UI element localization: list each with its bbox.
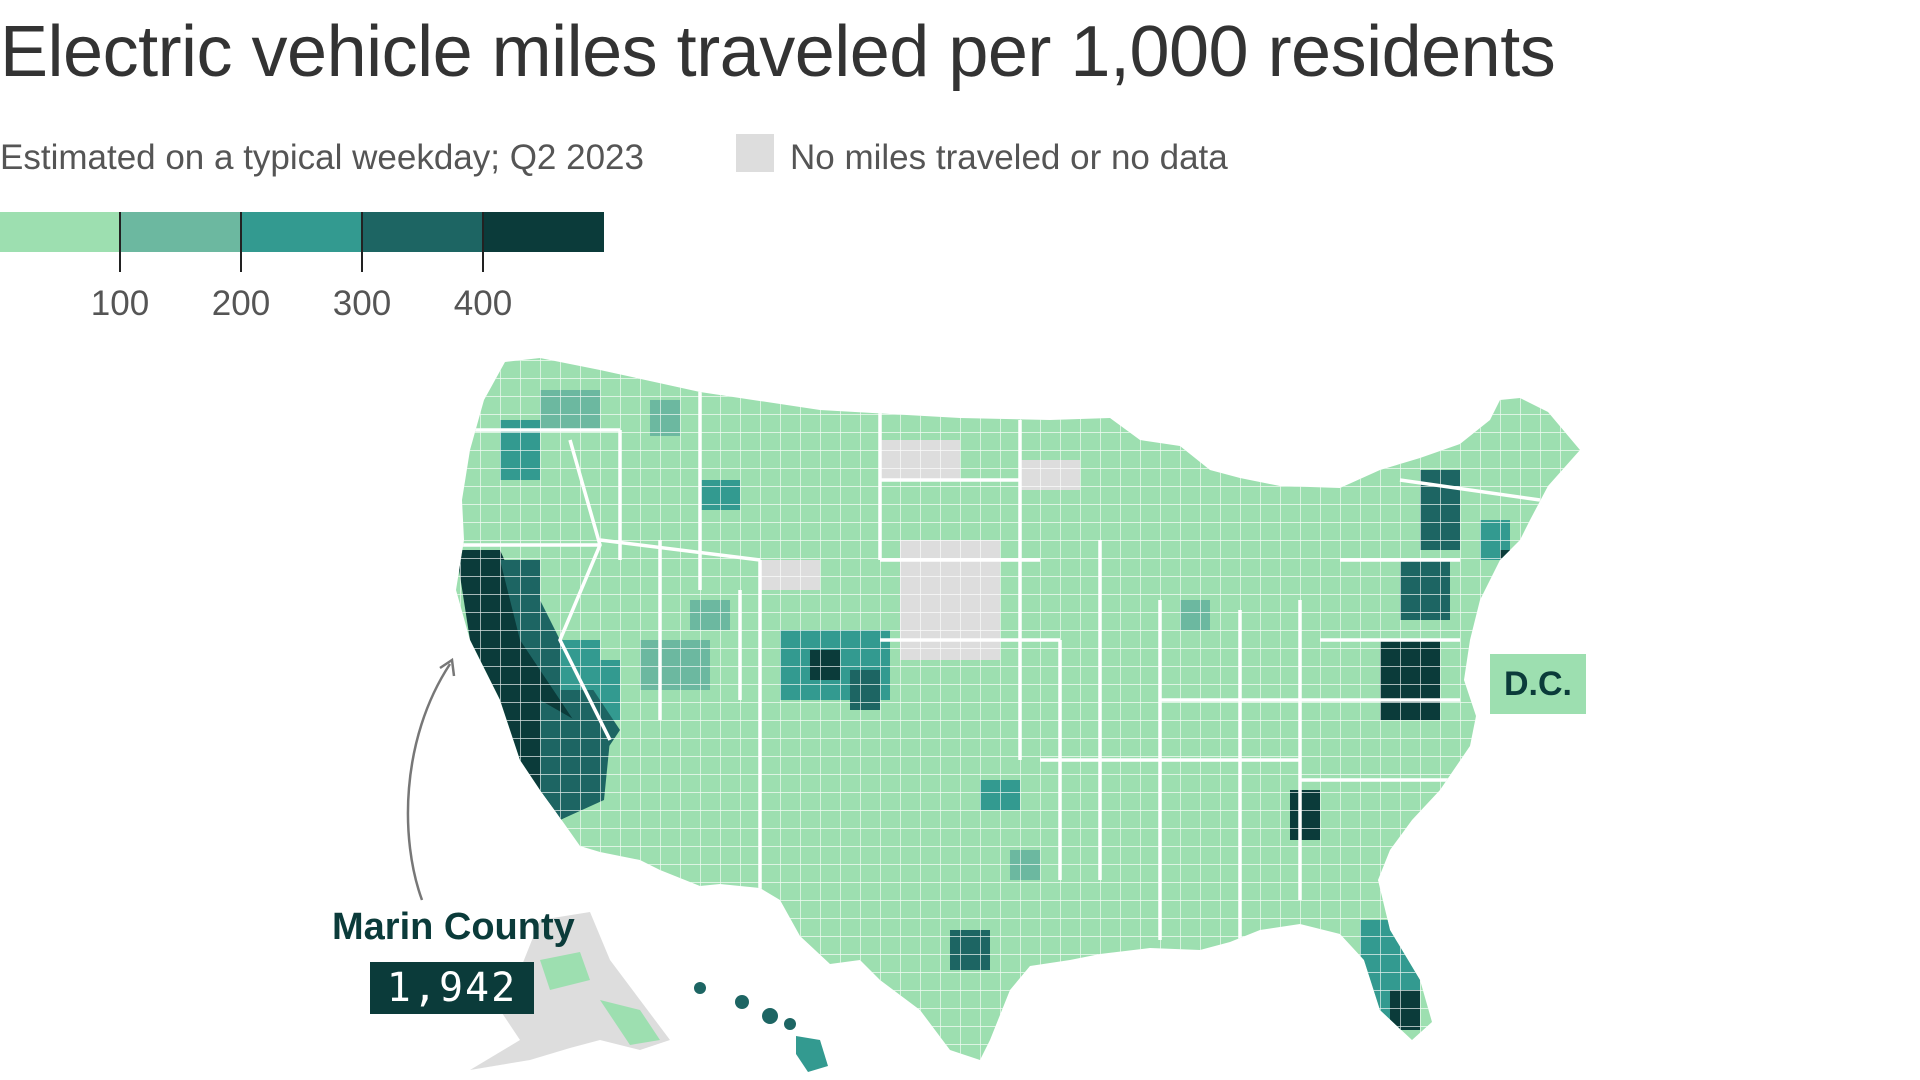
- legend-bin-0-100: [0, 212, 121, 252]
- legend-bin-400-plus: [483, 212, 604, 252]
- hawaii: [694, 982, 828, 1072]
- marin-county-label: Marin County: [332, 906, 575, 948]
- no-data-swatch: [736, 134, 774, 172]
- legend-tick: [240, 212, 242, 272]
- us-county-map: [406, 358, 1580, 1072]
- legend-tick: [361, 212, 363, 272]
- legend-tick: [482, 212, 484, 272]
- chart-subtitle: Estimated on a typical weekday; Q2 2023: [0, 138, 644, 177]
- legend-tick-label: 300: [332, 284, 392, 323]
- legend-tick-label: 100: [90, 284, 150, 323]
- no-data-label: No miles traveled or no data: [790, 138, 1228, 177]
- legend-tick-label: 400: [453, 284, 513, 323]
- alaska: [470, 912, 670, 1070]
- marin-callout-arrowhead: [439, 657, 456, 677]
- marin-county-value: 1,942: [370, 962, 534, 1014]
- dc-label: D.C.: [1490, 654, 1586, 714]
- legend-bin-200-300: [241, 212, 363, 252]
- chart-title: Electric vehicle miles traveled per 1,00…: [0, 12, 1556, 92]
- legend-tick-label: 200: [211, 284, 271, 323]
- legend-bin-100-200: [120, 212, 242, 252]
- color-legend: [0, 212, 604, 252]
- marin-callout-line: [406, 663, 452, 901]
- contiguous-us-states: [456, 358, 1580, 1060]
- legend-tick: [119, 212, 121, 272]
- legend-bin-300-400: [362, 212, 484, 252]
